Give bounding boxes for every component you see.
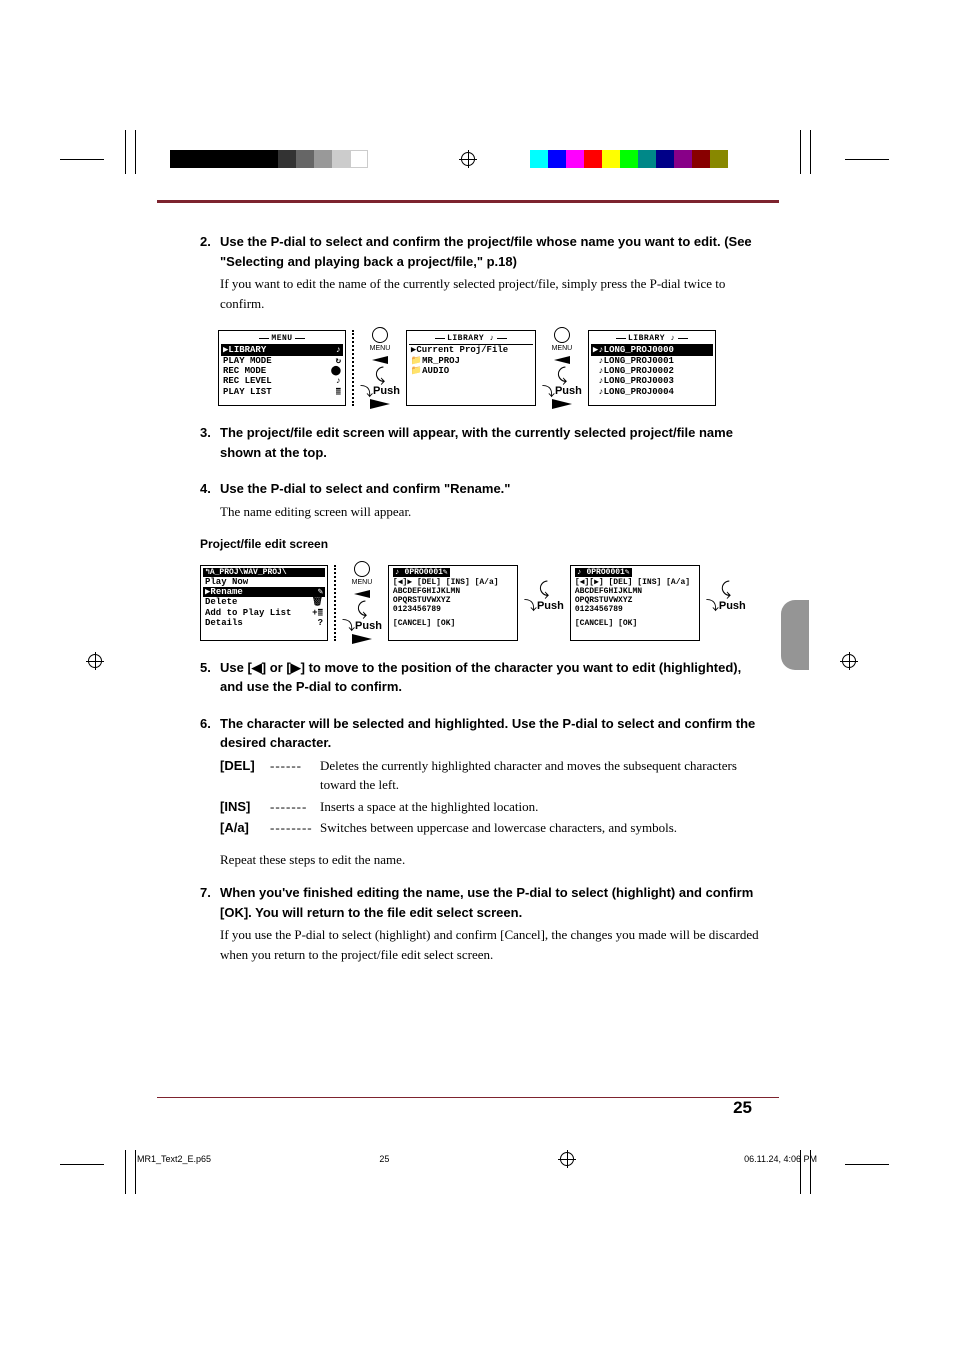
step-text: If you want to edit the name of the curr… <box>220 274 760 313</box>
step-head: Use [◀] or [▶] to move to the position o… <box>220 658 760 697</box>
step-head: When you've finished editing the name, u… <box>220 883 760 922</box>
knob-menu: MENU <box>352 561 373 598</box>
figure-row-2: ↰A_PROJ\WAV_PROJ\ Play Now ▶Rename✎ Dele… <box>200 561 760 643</box>
caption-edit-screen: Project/file edit screen <box>200 535 760 553</box>
step-num: 6. <box>200 714 220 870</box>
knob-menu: MENU <box>370 327 391 364</box>
step-text: If you use the P-dial to select (highlig… <box>220 925 760 964</box>
red-rule-bottom <box>157 1097 779 1098</box>
registration-top <box>0 150 954 180</box>
step-text: The name editing screen will appear. <box>220 502 760 522</box>
lcd-menu: MENU ▶LIBRARY♪ PLAY MODE↻ REC MODE⬤ REC … <box>218 330 346 406</box>
step-num: 2. <box>200 232 220 313</box>
step-5: 5. Use [◀] or [▶] to move to the positio… <box>200 658 760 700</box>
registration-bottom <box>0 1155 954 1185</box>
step-num: 5. <box>200 658 220 700</box>
lcd-name-2: ♪ 0PRO0001✎ [◀][▶] [DEL] [INS] [A/a] ABC… <box>570 565 700 641</box>
red-rule-top <box>157 200 779 203</box>
step-head: Use the P-dial to select and confirm "Re… <box>220 479 760 499</box>
figure-row-1: MENU ▶LIBRARY♪ PLAY MODE↻ REC MODE⬤ REC … <box>218 327 760 409</box>
step-4: 4. Use the P-dial to select and confirm … <box>200 479 760 521</box>
content: 2. Use the P-dial to select and confirm … <box>200 232 760 978</box>
step-head: The character will be selected and highl… <box>220 714 760 753</box>
page-number: 25 <box>733 1098 752 1118</box>
step-2: 2. Use the P-dial to select and confirm … <box>200 232 760 313</box>
repeat-text: Repeat these steps to edit the name. <box>220 850 760 870</box>
ins-row: [INS]-------Inserts a space at the highl… <box>220 797 760 817</box>
page: 2. Use the P-dial to select and confirm … <box>0 0 954 1351</box>
step-num: 7. <box>200 883 220 964</box>
aa-row: [A/a]--------Switches between uppercase … <box>220 818 760 838</box>
push-icon: ⤹⤵Push <box>342 602 382 644</box>
step-7: 7. When you've finished editing the name… <box>200 883 760 964</box>
step-3: 3. The project/file edit screen will app… <box>200 423 760 465</box>
lcd-edit-menu: ↰A_PROJ\WAV_PROJ\ Play Now ▶Rename✎ Dele… <box>200 565 328 641</box>
step-head: The project/file edit screen will appear… <box>220 423 760 462</box>
step-6: 6. The character will be selected and hi… <box>200 714 760 870</box>
lcd-name-1: ♪ 0PRO0001✎ [◀]▶ [DEL] [INS] [A/a] ABCDE… <box>388 565 518 641</box>
reg-mark-right <box>840 652 858 670</box>
step-num: 4. <box>200 479 220 521</box>
push-icon: ⤹⤵Push <box>360 368 400 410</box>
push-icon: ⤹⤵Push <box>706 582 746 624</box>
step-num: 3. <box>200 423 220 465</box>
del-row: [DEL]------Deletes the currently highlig… <box>220 756 760 795</box>
reg-mark-left <box>86 652 104 670</box>
push-icon: ⤹⤵Push <box>524 582 564 624</box>
step-head: Use the P-dial to select and confirm the… <box>220 232 760 271</box>
lcd-library-1: LIBRARY ♪ ▶Current Proj/File 📁MR_PROJ 📁A… <box>406 330 536 406</box>
push-icon: ⤹⤵Push <box>542 368 582 410</box>
knob-menu: MENU <box>552 327 573 364</box>
side-tab <box>781 600 809 670</box>
lcd-library-2: LIBRARY ♪ ▶♪LONG_PROJ0000 ♪LONG_PROJ0001… <box>588 330 716 406</box>
